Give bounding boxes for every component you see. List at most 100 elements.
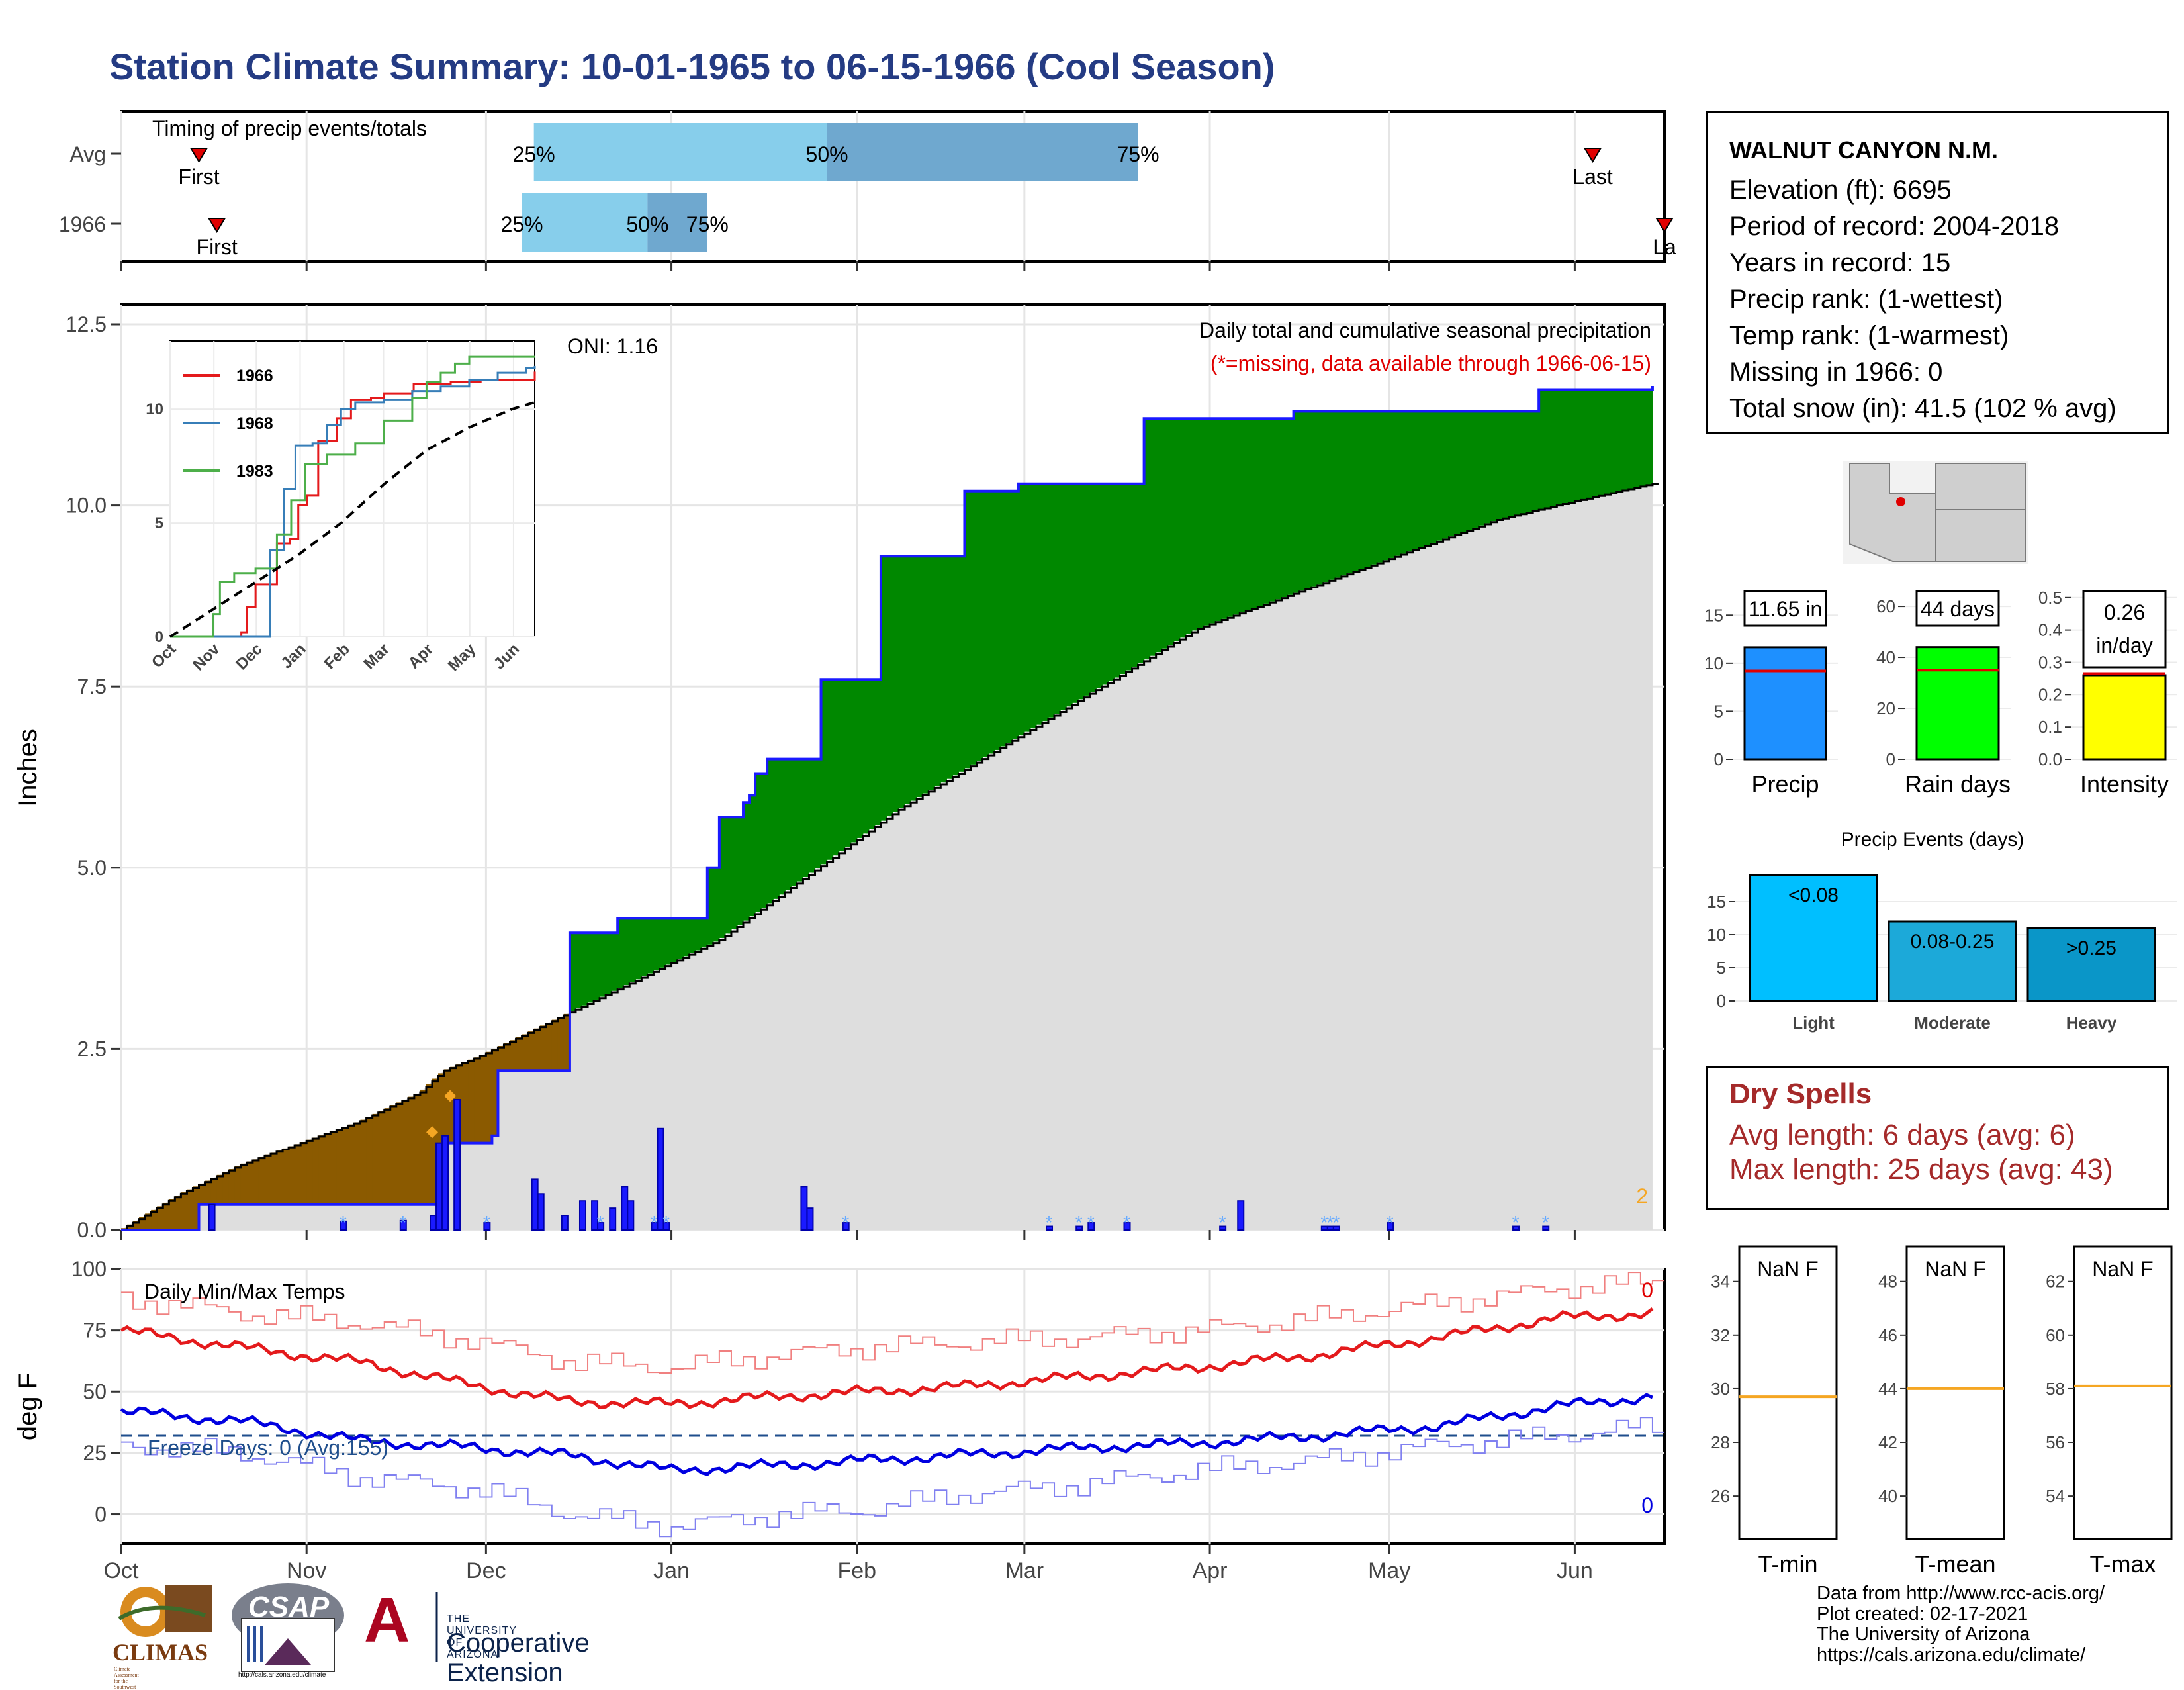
precip-daily-bar	[441, 1135, 449, 1231]
precip-departure-fill	[958, 556, 966, 772]
temp-header: Daily Min/Max Temps	[144, 1280, 345, 1303]
precip-departure-fill	[725, 817, 732, 934]
timing-first-marker	[207, 218, 226, 233]
precip-daily-bar	[430, 1215, 437, 1231]
temp-panel: 0 25 50 75 100 Oct Nov Dec Jan Feb Mar Apr May Jun Dai…	[13, 1257, 1666, 1583]
precip-departure-fill	[402, 1100, 409, 1205]
precip-departure-fill	[264, 1154, 271, 1205]
precip-departure-fill	[1569, 389, 1576, 502]
station-period: Period of record: 2004-2018	[1729, 212, 2060, 241]
precip-departure-fill	[1060, 483, 1067, 710]
precip-departure-fill	[737, 817, 744, 925]
precip-departure-fill	[199, 1183, 206, 1205]
events-category-label: Moderate	[1914, 1013, 1991, 1033]
precip-daily-bar	[1075, 1225, 1083, 1231]
precip-departure-fill	[839, 679, 846, 851]
precip-departure-fill	[1461, 411, 1468, 532]
precip-departure-fill	[827, 679, 834, 860]
temp-box-ytick-label: 26	[1711, 1486, 1730, 1506]
timing-row-Avg: Avg 25% 50% 75% First Last	[69, 123, 1613, 189]
timing-first-label: First	[178, 165, 219, 189]
precip-daily-marker: *	[1219, 1212, 1226, 1233]
stat-ytick-label: 15	[1704, 605, 1723, 625]
precip-daily-bar	[1512, 1225, 1520, 1231]
precip-daily-bar	[1219, 1225, 1227, 1231]
precip-departure-fill	[1443, 411, 1450, 539]
station-info-box: WALNUT CANYON N.M. Elevation (ft): 6695 …	[1706, 111, 2169, 434]
csap-name: CSAP	[248, 1591, 330, 1623]
precip-departure-fill	[946, 556, 953, 779]
precip-departure-fill	[163, 1202, 169, 1230]
precip-departure-fill	[1150, 418, 1157, 656]
precip-departure-fill	[384, 1108, 391, 1205]
precip-departure-fill	[1610, 389, 1617, 493]
csap-logo	[232, 1583, 344, 1672]
precip-daily-bar	[662, 1222, 670, 1231]
precip-departure-fill	[695, 918, 702, 951]
precip-departure-fill	[432, 1078, 439, 1205]
precip-departure-fill	[289, 1146, 295, 1205]
precip-departure-fill	[1563, 389, 1569, 504]
temp-box-label: T-max	[2089, 1550, 2156, 1577]
precip-departure-fill	[1090, 483, 1097, 692]
precip-departure-fill	[856, 679, 864, 838]
events-bar-label: >0.25	[2066, 937, 2116, 959]
precip-departure-fill	[312, 1137, 319, 1205]
stat-ytick-label: 10	[1704, 653, 1723, 673]
precip-departure-fill	[886, 556, 893, 817]
precip-daily-marker: *	[1387, 1212, 1394, 1233]
precip-departure-fill	[1096, 483, 1103, 688]
precip-departure-fill	[917, 556, 923, 798]
stat-ytick-label: 0.0	[2038, 749, 2062, 769]
temp-ytick-label: 100	[71, 1257, 107, 1281]
precip-departure-fill	[1395, 411, 1402, 556]
precip-departure-fill	[145, 1213, 152, 1230]
precip-departure-fill	[629, 918, 636, 982]
inset-frame	[169, 340, 535, 637]
precip-departure-fill	[444, 1069, 451, 1143]
precip-departure-fill	[803, 759, 810, 878]
precip-daily-bar	[561, 1215, 569, 1231]
temp-box-ytick-label: 48	[1878, 1272, 1897, 1291]
temp-max-count: 0	[1641, 1278, 1653, 1302]
precip-departure-fill	[1425, 411, 1432, 545]
dry-spells-max: Max length: 25 days (avg: 43)	[1729, 1153, 2113, 1186]
stat-value-label: 0.26	[2104, 600, 2145, 624]
dry-spells-title: Dry Spells	[1729, 1078, 1872, 1110]
precip-departure-fill	[1407, 411, 1414, 552]
precip-departure-fill	[210, 1178, 218, 1205]
precip-departure-fill	[880, 556, 887, 821]
precip-departure-fill	[1054, 483, 1061, 714]
precip-departure-fill	[809, 759, 816, 873]
precip-departure-fill	[1484, 411, 1492, 524]
stat-ytick-label: 20	[1876, 698, 1895, 718]
precip-daily-bar	[578, 1200, 586, 1231]
events-category-label: Heavy	[2066, 1013, 2117, 1033]
precip-departure-fill	[228, 1169, 236, 1205]
precip-departure-fill	[378, 1111, 385, 1205]
temp-box-label: T-mean	[1915, 1550, 1995, 1577]
precip-departure-fill	[1473, 411, 1480, 528]
precip-departure-fill	[1036, 483, 1043, 725]
precip-departure-fill	[563, 1013, 570, 1071]
map-region	[1849, 463, 2026, 562]
precip-departure-fill	[306, 1139, 313, 1205]
temp-box-value: NaN F	[1925, 1257, 1985, 1281]
precip-daily-bar	[340, 1220, 347, 1231]
precip-departure-fill	[474, 1057, 480, 1143]
precip-daily-bar	[1046, 1225, 1054, 1231]
precip-departure-fill	[283, 1148, 289, 1205]
precip-departure-fill	[911, 556, 917, 801]
precip-departure-fill	[862, 679, 870, 834]
precip-daily-bar	[1087, 1222, 1095, 1231]
source-notes: Data from http://www.rcc-acis.org/ Plot …	[1817, 1583, 2105, 1666]
precip-departure-fill	[1323, 411, 1330, 583]
stat-ytick-label: 5	[1714, 701, 1723, 721]
temp-ytick-label: 0	[95, 1503, 107, 1526]
station-location-dot	[1896, 497, 1905, 506]
temp-box-ytick-label: 40	[1878, 1486, 1897, 1506]
precip-departure-fill	[1000, 491, 1007, 747]
stat-value-unit: in/day	[2096, 634, 2152, 657]
precip-departure-fill	[222, 1172, 230, 1205]
precip-departure-fill	[1335, 411, 1342, 578]
